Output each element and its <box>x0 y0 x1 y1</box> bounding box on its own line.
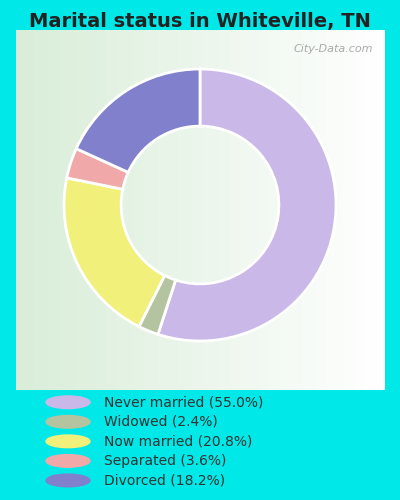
Text: Never married (55.0%): Never married (55.0%) <box>104 395 263 409</box>
Circle shape <box>46 474 90 487</box>
Circle shape <box>46 396 90 408</box>
Wedge shape <box>64 178 165 326</box>
Wedge shape <box>139 276 176 334</box>
Text: Widowed (2.4%): Widowed (2.4%) <box>104 415 218 429</box>
Text: City-Data.com: City-Data.com <box>294 44 373 54</box>
Circle shape <box>46 454 90 467</box>
Circle shape <box>46 435 90 448</box>
Text: Marital status in Whiteville, TN: Marital status in Whiteville, TN <box>29 12 371 32</box>
Text: Separated (3.6%): Separated (3.6%) <box>104 454 226 468</box>
Wedge shape <box>158 69 336 341</box>
Wedge shape <box>76 69 200 172</box>
Text: Divorced (18.2%): Divorced (18.2%) <box>104 474 225 488</box>
Text: Now married (20.8%): Now married (20.8%) <box>104 434 252 448</box>
Wedge shape <box>67 148 128 189</box>
Circle shape <box>46 416 90 428</box>
